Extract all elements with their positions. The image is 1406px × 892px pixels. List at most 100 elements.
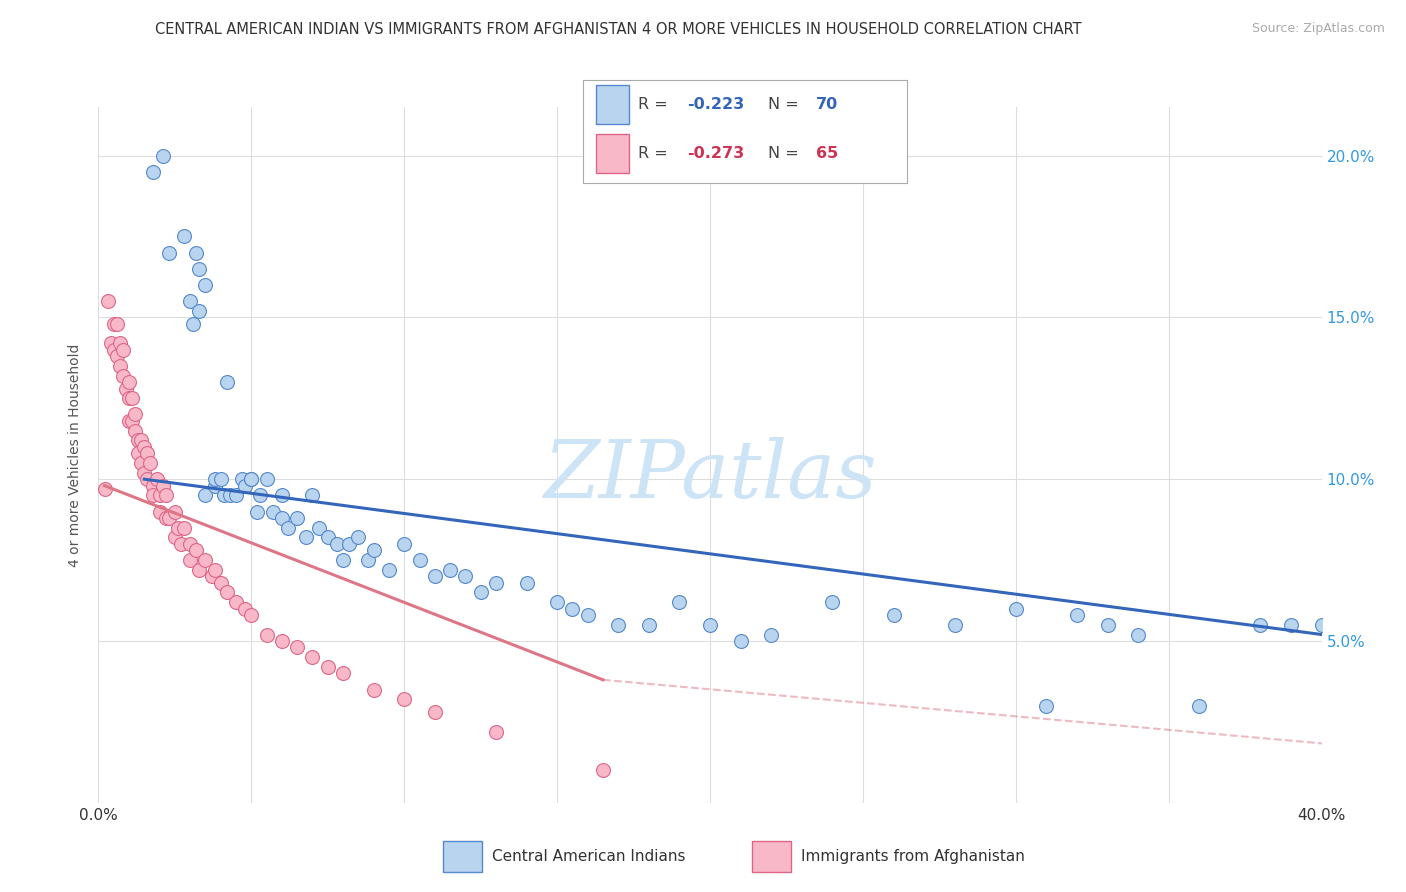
Point: [152, 478, 174, 492]
Point: [943, 617, 966, 632]
Point: [256, 472, 278, 486]
Point: [100, 336, 122, 351]
Y-axis label: 4 or more Vehicles in Household: 4 or more Vehicles in Household: [69, 343, 83, 566]
Bar: [752, 840, 792, 872]
Point: [215, 375, 238, 389]
Point: [392, 692, 416, 706]
Point: [124, 424, 146, 438]
Text: -0.223: -0.223: [688, 97, 744, 112]
Point: [103, 317, 125, 331]
Point: [326, 537, 349, 551]
Point: [173, 521, 195, 535]
Point: [111, 368, 134, 383]
Point: [103, 343, 125, 357]
Point: [1188, 698, 1211, 713]
Point: [316, 660, 339, 674]
Point: [592, 764, 614, 778]
Point: [108, 359, 131, 373]
Point: [270, 488, 292, 502]
Point: [127, 434, 149, 448]
Point: [118, 392, 141, 406]
Point: [423, 569, 446, 583]
Point: [1279, 617, 1302, 632]
Text: Source: ZipAtlas.com: Source: ZipAtlas.com: [1251, 22, 1385, 36]
Point: [576, 608, 599, 623]
Point: [668, 595, 690, 609]
Point: [392, 537, 416, 551]
Point: [155, 488, 177, 502]
Point: [209, 575, 232, 590]
Point: [821, 595, 844, 609]
Point: [231, 472, 253, 486]
Text: N =: N =: [768, 97, 804, 112]
Point: [188, 563, 211, 577]
Point: [194, 488, 217, 502]
Text: ZIPatlas: ZIPatlas: [543, 437, 877, 515]
Point: [337, 537, 360, 551]
Point: [246, 504, 269, 518]
Text: CENTRAL AMERICAN INDIAN VS IMMIGRANTS FROM AFGHANISTAN 4 OR MORE VEHICLES IN HOU: CENTRAL AMERICAN INDIAN VS IMMIGRANTS FR…: [155, 22, 1083, 37]
Point: [1097, 617, 1119, 632]
Text: Central American Indians: Central American Indians: [492, 849, 686, 863]
Point: [204, 563, 226, 577]
Text: R =: R =: [638, 97, 673, 112]
Point: [134, 466, 156, 480]
Point: [485, 575, 508, 590]
Point: [179, 553, 201, 567]
Point: [188, 261, 211, 276]
Point: [194, 278, 217, 293]
Text: 70: 70: [817, 97, 838, 112]
Point: [204, 472, 226, 486]
Point: [295, 531, 318, 545]
Point: [308, 521, 330, 535]
Point: [363, 682, 385, 697]
Point: [121, 392, 143, 406]
Point: [262, 504, 284, 518]
Point: [219, 488, 242, 502]
Point: [142, 488, 165, 502]
Point: [1310, 617, 1333, 632]
Point: [363, 543, 385, 558]
Point: [240, 608, 263, 623]
Bar: [596, 134, 628, 173]
Point: [194, 553, 217, 567]
Point: [332, 666, 354, 681]
Point: [145, 472, 167, 486]
Point: [285, 511, 308, 525]
Point: [1249, 617, 1271, 632]
Point: [378, 563, 401, 577]
Point: [179, 537, 201, 551]
Point: [136, 472, 159, 486]
Point: [173, 229, 195, 244]
Point: [277, 521, 299, 535]
Point: [883, 608, 905, 623]
Point: [316, 531, 339, 545]
Point: [233, 478, 256, 492]
Point: [423, 705, 446, 719]
Point: [127, 446, 149, 460]
Point: [152, 148, 174, 162]
Point: [118, 414, 141, 428]
Text: -0.273: -0.273: [688, 145, 744, 161]
Point: [240, 472, 263, 486]
Point: [157, 245, 180, 260]
Point: [105, 317, 128, 331]
Point: [249, 488, 271, 502]
Point: [97, 294, 120, 309]
Point: [136, 446, 159, 460]
Text: R =: R =: [638, 145, 673, 161]
Bar: [443, 840, 481, 872]
Point: [215, 585, 238, 599]
Point: [163, 504, 186, 518]
Point: [139, 456, 162, 470]
Point: [129, 434, 152, 448]
Point: [188, 304, 211, 318]
Point: [270, 511, 292, 525]
Text: Immigrants from Afghanistan: Immigrants from Afghanistan: [801, 849, 1025, 863]
Point: [1035, 698, 1057, 713]
Point: [157, 511, 180, 525]
Point: [170, 537, 193, 551]
Point: [240, 472, 263, 486]
Point: [225, 488, 247, 502]
Point: [155, 511, 177, 525]
